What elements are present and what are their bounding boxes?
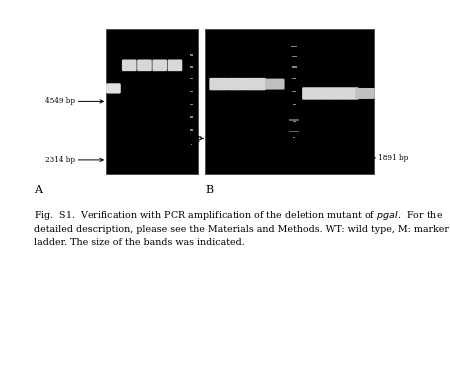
FancyBboxPatch shape	[302, 87, 322, 100]
Bar	[293, 136, 296, 138]
Text: 2314 bp: 2314 bp	[45, 156, 75, 164]
Bar	[190, 90, 193, 92]
Text: B: B	[205, 185, 213, 195]
Text: 4549 bp: 4549 bp	[45, 98, 75, 105]
Bar	[292, 66, 297, 67]
Bar	[289, 131, 299, 133]
Bar	[190, 66, 193, 67]
FancyBboxPatch shape	[137, 59, 152, 71]
Bar	[292, 56, 297, 57]
Bar	[205, 29, 374, 174]
Text: 2: 2	[328, 32, 333, 40]
Bar	[292, 121, 296, 122]
Text: A: A	[34, 185, 42, 195]
Bar	[190, 55, 194, 56]
Bar	[191, 144, 193, 145]
FancyBboxPatch shape	[106, 83, 121, 94]
Bar	[106, 29, 198, 174]
FancyBboxPatch shape	[209, 78, 229, 90]
Text: WT: WT	[268, 32, 281, 40]
Text: 1: 1	[127, 32, 132, 40]
Bar	[291, 46, 297, 47]
FancyBboxPatch shape	[153, 59, 167, 71]
Text: 4: 4	[172, 32, 177, 40]
Bar	[292, 78, 296, 79]
Text: 2: 2	[142, 32, 147, 40]
FancyBboxPatch shape	[247, 78, 266, 90]
FancyBboxPatch shape	[356, 88, 375, 99]
Text: 2470 bp: 2470 bp	[171, 135, 202, 142]
Text: WT: WT	[359, 32, 372, 40]
FancyBboxPatch shape	[228, 78, 248, 90]
Bar	[292, 103, 296, 105]
Bar	[190, 78, 193, 79]
Bar	[190, 117, 193, 118]
Text: 3: 3	[157, 32, 162, 40]
Text: 2: 2	[235, 32, 240, 40]
Bar	[289, 119, 299, 121]
Bar	[292, 90, 296, 92]
Text: 1: 1	[216, 32, 221, 40]
FancyBboxPatch shape	[339, 87, 359, 100]
Text: 1891 bp: 1891 bp	[378, 154, 409, 162]
Text: 3: 3	[346, 32, 351, 40]
FancyBboxPatch shape	[265, 78, 284, 90]
FancyBboxPatch shape	[321, 87, 340, 100]
Text: 3: 3	[254, 32, 259, 40]
Bar	[190, 103, 193, 105]
Bar	[190, 129, 193, 131]
Text: Fig.  S1.  Verification with PCR amplification of the deletion mutant of $\it{pg: Fig. S1. Verification with PCR amplifica…	[34, 209, 449, 247]
Text: 1: 1	[310, 32, 315, 40]
Text: W: W	[109, 32, 117, 40]
FancyBboxPatch shape	[122, 59, 137, 71]
FancyBboxPatch shape	[167, 59, 182, 71]
